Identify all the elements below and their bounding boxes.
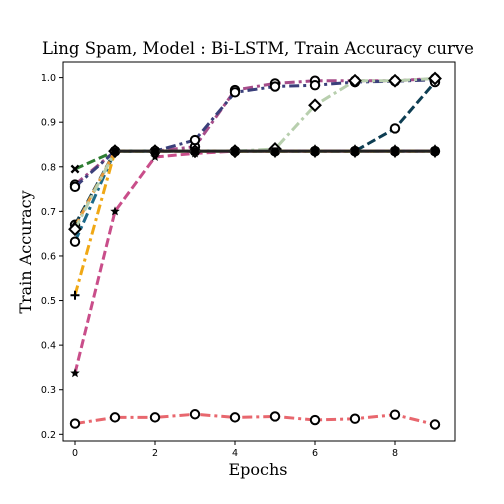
series-10-point [231, 147, 239, 155]
series-10-point [271, 147, 279, 155]
y-tick-label: 0.3 [41, 385, 56, 396]
series-9-point [308, 98, 322, 113]
x-axis-label: Epochs [228, 460, 287, 479]
series-0-point [309, 414, 321, 426]
y-tick-label: 0.8 [41, 162, 56, 173]
y-tick-label: 0.4 [41, 341, 56, 352]
series-10-point [351, 147, 359, 155]
series-9-line [73, 77, 436, 230]
series-0-point [269, 411, 281, 422]
series-1-line [74, 77, 436, 186]
series-0-point [349, 413, 361, 424]
series-10-point [431, 147, 439, 155]
series-0-point [429, 419, 441, 430]
y-tick-label: 0.6 [41, 251, 56, 262]
series-1 [69, 73, 441, 190]
series-0-point [69, 418, 81, 429]
series-8-point [70, 368, 80, 378]
series-9 [68, 71, 442, 237]
series-0-point [149, 412, 161, 423]
series-2-point [269, 81, 281, 92]
series-7 [70, 146, 440, 300]
series-6-line [73, 149, 435, 228]
series-10-point [391, 147, 399, 155]
y-tick-label: 1.0 [41, 73, 56, 84]
series-2-point [309, 79, 321, 91]
series-10-point [111, 147, 119, 155]
x-tick-label: 2 [152, 448, 158, 459]
series-7-point [70, 290, 80, 300]
series-10-point [151, 147, 159, 155]
x-tick-label: 4 [232, 448, 238, 459]
series-0-point [189, 409, 201, 420]
series-2-point [69, 181, 81, 193]
x-tick-label: 0 [72, 448, 78, 459]
y-tick-label: 0.9 [41, 118, 56, 129]
series-0-point [229, 412, 241, 423]
series-7-line [73, 149, 435, 296]
series-9-point [388, 73, 402, 88]
series-5-point [70, 164, 80, 174]
series-2-line [74, 78, 436, 188]
series-3-point [69, 236, 81, 247]
series-8-line [73, 149, 435, 374]
series-8-point [110, 206, 120, 216]
axes: 0 2 4 6 8 0.2 0.3 0.4 0.5 0.6 0.7 0.8 0.9 1.0 [41, 61, 456, 459]
series-10-point [191, 147, 199, 155]
series-0-line [74, 412, 436, 426]
y-axis-label: Train Accuracy [16, 190, 35, 313]
series-9-point [428, 71, 442, 86]
series-9-point [348, 73, 362, 88]
plot-frame [62, 61, 456, 442]
series-9-point [68, 222, 82, 237]
series-4-line [73, 81, 437, 226]
series-0 [69, 409, 441, 430]
series-3-line [73, 149, 435, 243]
y-tick-label: 0.2 [41, 430, 56, 441]
series-5-line [74, 149, 435, 171]
series-4 [69, 76, 441, 230]
series-4-point [389, 123, 401, 134]
series-2-point [229, 87, 241, 98]
series-2-point [189, 134, 201, 146]
series-8 [70, 146, 440, 378]
chart-title: Ling Spam, Model : Bi-LSTM, Train Accura… [42, 39, 474, 58]
series-0-point [109, 412, 121, 423]
y-tick-label: 0.7 [41, 207, 56, 218]
series-0-point [389, 409, 401, 420]
series-10 [111, 147, 439, 155]
series-10-point [311, 147, 319, 155]
x-tick-label: 8 [392, 448, 398, 459]
y-tick-label: 0.5 [41, 296, 56, 307]
x-tick-label: 6 [312, 448, 318, 459]
series-6 [70, 144, 440, 234]
plot-area [68, 71, 442, 430]
